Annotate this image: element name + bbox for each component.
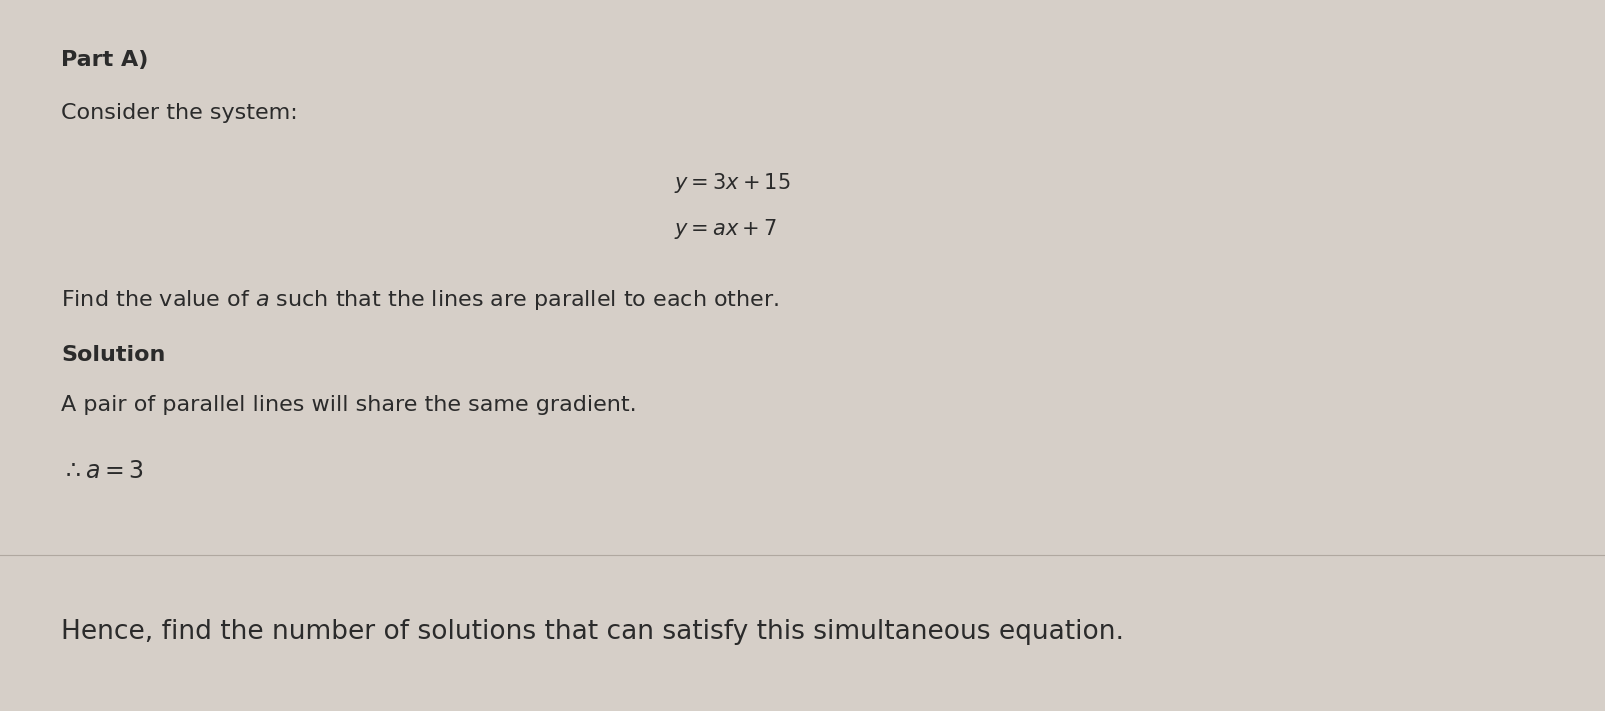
Text: A pair of parallel lines will share the same gradient.: A pair of parallel lines will share the … [61, 395, 637, 415]
Text: Consider the system:: Consider the system: [61, 103, 299, 123]
Text: Find the value of $a$ such that the lines are parallel to each other.: Find the value of $a$ such that the line… [61, 288, 778, 312]
Text: $y= 3x + 15$: $y= 3x + 15$ [674, 171, 791, 195]
Text: Part A): Part A) [61, 50, 148, 70]
Text: $y= ax + 7$: $y= ax + 7$ [674, 217, 777, 241]
Text: Solution: Solution [61, 345, 165, 365]
Text: $\therefore a = 3$: $\therefore a = 3$ [61, 459, 144, 483]
Text: Hence, find the number of solutions that can satisfy this simultaneous equation.: Hence, find the number of solutions that… [61, 619, 1123, 645]
